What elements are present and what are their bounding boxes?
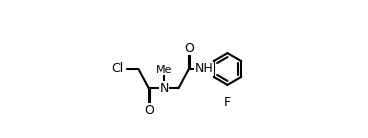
Text: O: O	[144, 104, 154, 117]
Text: Cl: Cl	[111, 63, 123, 75]
Text: O: O	[184, 42, 194, 55]
Text: NH: NH	[195, 63, 213, 75]
Text: N: N	[159, 82, 169, 95]
Text: F: F	[224, 96, 231, 109]
Text: Me: Me	[156, 65, 172, 75]
